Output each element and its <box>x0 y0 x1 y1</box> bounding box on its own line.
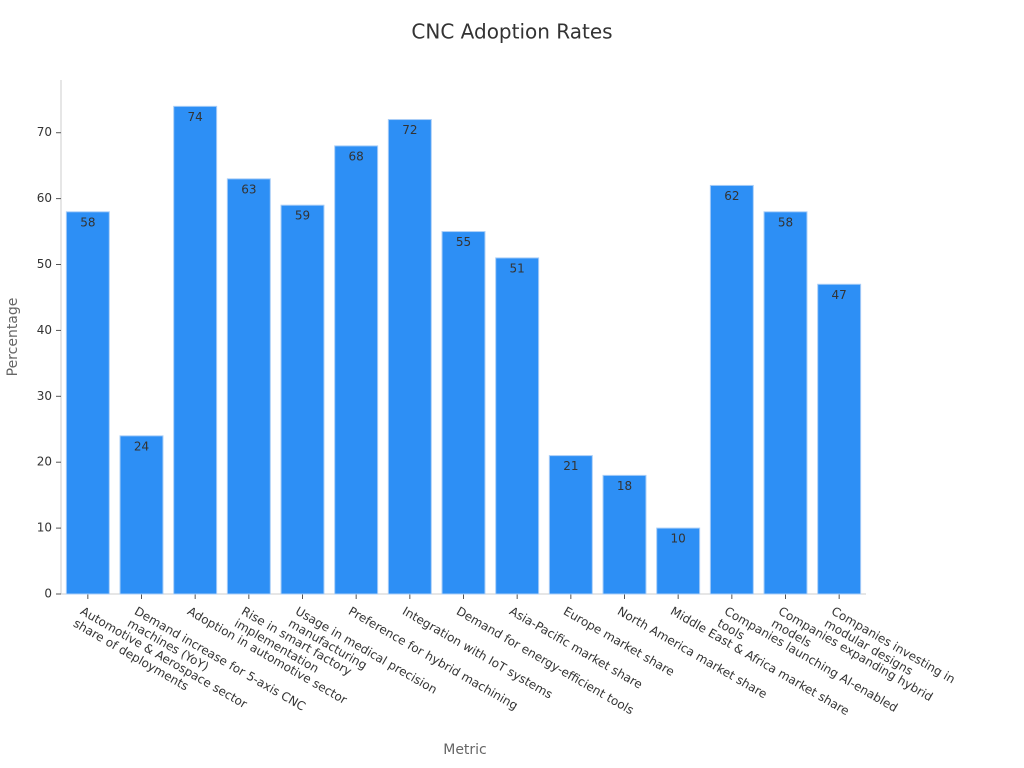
bar <box>334 145 379 595</box>
y-tick-label: 70 <box>37 125 52 139</box>
bar <box>548 455 593 595</box>
y-tick-label: 10 <box>37 521 52 535</box>
x-axis-label: Metric <box>443 742 487 758</box>
data-label: 10 <box>671 532 686 546</box>
data-label: 58 <box>778 215 793 229</box>
bar <box>763 211 808 595</box>
bar <box>226 178 271 595</box>
data-label: 51 <box>510 261 525 275</box>
y-tick-label: 40 <box>37 323 52 337</box>
data-label: 68 <box>349 149 364 163</box>
bar <box>656 527 701 595</box>
y-tick-label: 60 <box>37 191 52 205</box>
y-axis-label: Percentage <box>5 298 21 377</box>
bar <box>173 105 218 595</box>
data-label: 47 <box>832 288 847 302</box>
data-label: 74 <box>188 110 203 124</box>
data-label: 24 <box>134 439 149 453</box>
data-label: 59 <box>295 209 310 223</box>
y-tick-label: 50 <box>37 257 52 271</box>
bar <box>495 257 540 595</box>
bar <box>441 231 486 595</box>
data-label: 72 <box>402 123 417 137</box>
bar <box>387 119 432 595</box>
data-label: 62 <box>724 189 739 203</box>
y-tick-label: 30 <box>37 389 52 403</box>
bar <box>280 204 325 595</box>
data-label: 58 <box>80 215 95 229</box>
bar <box>709 184 754 595</box>
chart-title: CNC Adoption Rates <box>411 20 612 44</box>
bar <box>119 435 164 595</box>
data-label: 55 <box>456 235 471 249</box>
bar <box>602 474 647 595</box>
y-tick-label: 20 <box>37 455 52 469</box>
y-tick-label: 0 <box>44 587 52 601</box>
data-label: 63 <box>241 182 256 196</box>
data-label: 21 <box>563 459 578 473</box>
bar <box>817 283 862 595</box>
bar <box>65 211 110 595</box>
data-label: 18 <box>617 479 632 493</box>
